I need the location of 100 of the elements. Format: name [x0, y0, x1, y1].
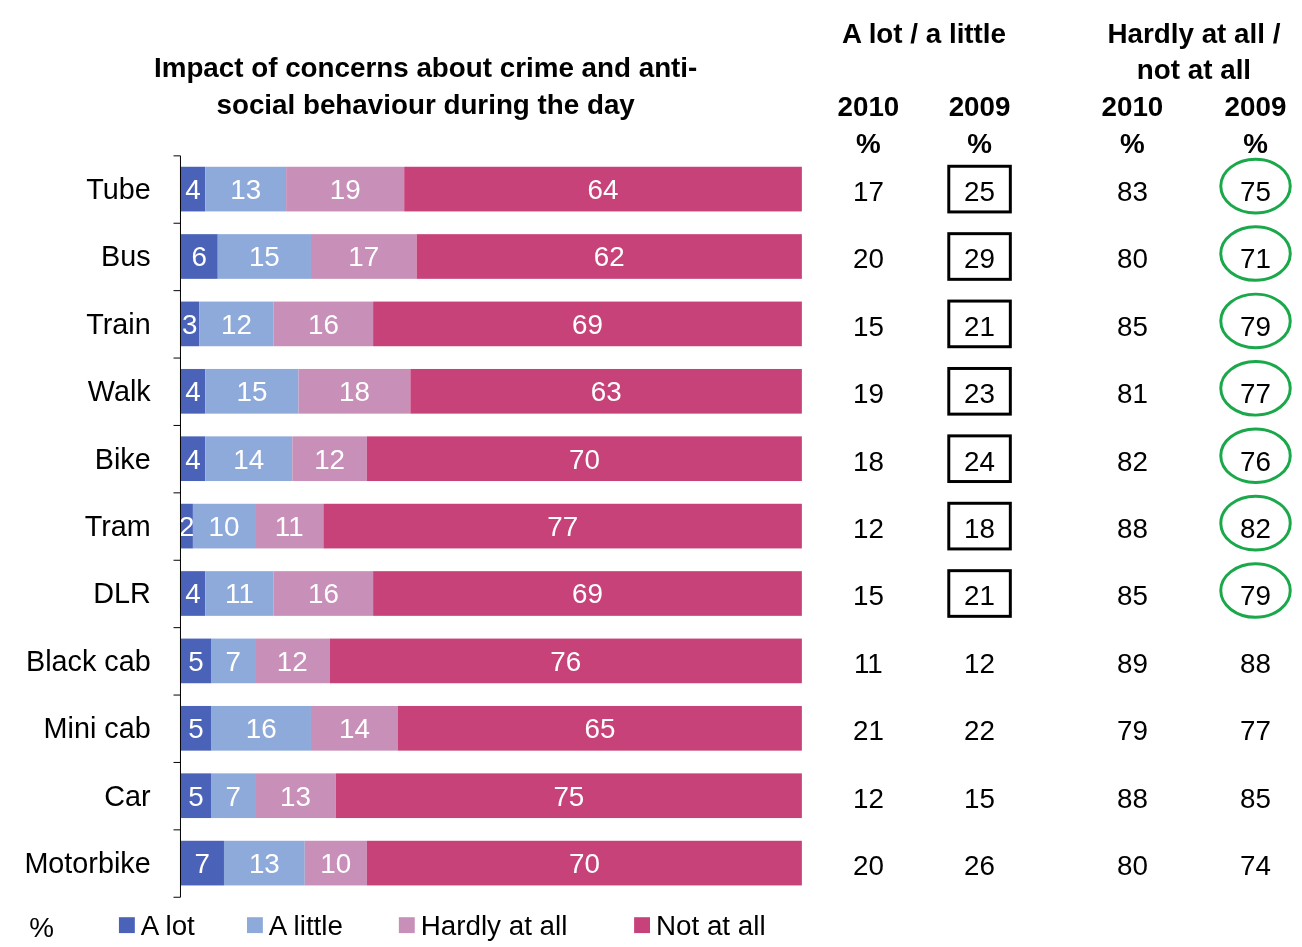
bar	[373, 301, 802, 347]
data-label: 13	[248, 848, 280, 880]
data-label: 7	[225, 780, 242, 812]
x-tick-label: 2009 %	[1224, 91, 1287, 159]
bar	[416, 234, 802, 279]
data-label: 12	[852, 782, 884, 814]
data-label: 62	[593, 241, 625, 273]
data-label: 88	[1240, 647, 1271, 679]
y-tick-label: DLR	[93, 577, 151, 610]
y-tick-label: Black cab	[25, 644, 151, 677]
data-label: 70	[568, 848, 600, 880]
data-label: 85	[1240, 782, 1271, 814]
legend-label: Not at all	[655, 910, 766, 942]
data-label: 77	[1240, 715, 1271, 747]
bar	[255, 773, 336, 819]
text: Hardly at all / not at all	[1107, 17, 1281, 86]
data-label: 70	[568, 443, 600, 475]
data-label: 23	[964, 378, 996, 410]
data-label: 74	[1240, 850, 1271, 882]
y-tick-label: Walk	[87, 375, 152, 408]
data-label: 16	[307, 578, 339, 610]
bar	[180, 705, 212, 751]
data-label: 15	[852, 310, 884, 342]
bar	[192, 503, 256, 549]
y-tick-label: Car	[104, 779, 152, 812]
data-label: 85	[1116, 310, 1148, 342]
data-label: 12	[852, 513, 884, 545]
data-label: 5	[188, 645, 204, 677]
data-label: 13	[230, 174, 262, 206]
data-label: 69	[572, 308, 603, 340]
bar	[180, 234, 218, 279]
bar	[205, 368, 299, 414]
bar	[298, 368, 411, 414]
data-label: 64	[587, 174, 619, 206]
bar	[205, 436, 293, 482]
data-label: 12	[220, 308, 252, 340]
data-label: 20	[852, 243, 884, 275]
data-label: 25	[964, 176, 996, 208]
data-label: 17	[348, 241, 380, 273]
y-tick-label: Bus	[101, 240, 151, 273]
data-label: 21	[964, 580, 996, 612]
y-tick-label: Train	[86, 307, 151, 340]
data-label: 19	[329, 174, 361, 206]
data-label: 79	[1240, 310, 1271, 342]
data-label: 5	[188, 780, 204, 812]
data-label: 6	[191, 241, 207, 273]
data-label: 4	[185, 443, 201, 475]
data-label: 21	[852, 715, 884, 747]
data-label: 85	[1116, 580, 1148, 612]
y-tick-label: Mini cab	[43, 712, 151, 745]
data-label: 15	[852, 580, 884, 612]
bar	[410, 368, 802, 414]
data-label: 10	[320, 848, 352, 880]
data-label: 15	[964, 782, 996, 814]
bar	[323, 503, 802, 549]
bar	[310, 234, 417, 279]
y-tick-label: Tram	[84, 510, 151, 543]
data-label: 16	[245, 713, 277, 745]
data-label: 21	[964, 310, 996, 342]
bar	[199, 301, 274, 347]
x-axis-title: %	[29, 912, 54, 944]
data-label: 14	[233, 443, 265, 475]
data-label: 14	[339, 713, 370, 745]
data-label: 89	[1116, 647, 1148, 679]
data-label: 88	[1116, 513, 1148, 545]
bar	[273, 301, 374, 347]
data-label: 82	[1116, 445, 1148, 477]
bar	[255, 503, 324, 549]
bar	[211, 638, 256, 684]
data-label: 12	[964, 647, 996, 679]
data-label: 19	[852, 378, 884, 410]
x-tick-label: 2009 %	[948, 91, 1011, 159]
data-label: 18	[852, 445, 884, 477]
data-label: 7	[194, 848, 210, 880]
data-label: 16	[307, 308, 339, 340]
text: A lot / a little	[841, 17, 1007, 49]
bar	[180, 773, 212, 819]
bar	[211, 773, 256, 819]
bar	[366, 840, 802, 886]
x-tick-label: 2010 %	[1101, 91, 1164, 159]
bar	[205, 166, 287, 212]
bar	[217, 234, 311, 279]
data-label: 69	[572, 578, 603, 610]
legend-label: Hardly at all	[420, 910, 568, 942]
bar	[180, 840, 224, 886]
bar	[329, 638, 802, 684]
y-tick-label: Tube	[86, 173, 151, 206]
data-label: 80	[1116, 850, 1148, 882]
data-label: 83	[1116, 176, 1148, 208]
bar	[211, 705, 311, 751]
data-label: 76	[1240, 445, 1271, 477]
data-label: 75	[553, 780, 585, 812]
data-label: 4	[185, 376, 201, 408]
data-label: 15	[248, 241, 280, 273]
data-label: 79	[1116, 715, 1148, 747]
bar	[335, 773, 802, 819]
y-tick-label: Bike	[94, 442, 151, 475]
data-label: 18	[964, 513, 996, 545]
chart-title: Impact of concerns about crime and anti-social behaviour during the day	[153, 52, 698, 121]
data-label: 4	[185, 578, 201, 610]
